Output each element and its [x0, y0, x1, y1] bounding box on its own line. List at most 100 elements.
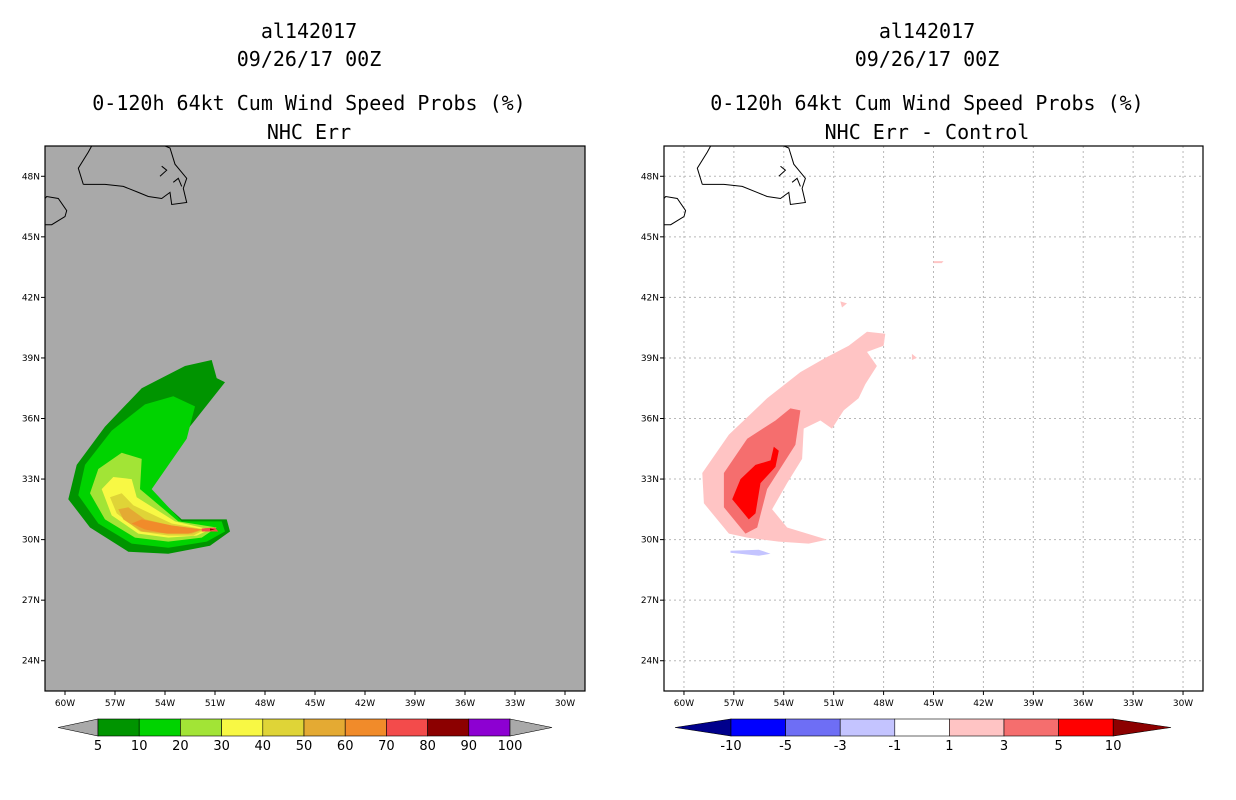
x-tick-label: 51W	[824, 699, 844, 709]
y-tick-label: 24N	[22, 657, 40, 667]
left-x-axis: 60W 57W 54W 51W 48W 45W 42W 39W 36W 33W 30W	[55, 691, 575, 709]
colorbar-under-triangle	[674, 718, 732, 737]
colorbar-label: 20	[172, 739, 189, 754]
left-colorbar: 5 10 20 30 40 50 60 70 80 90 100	[57, 718, 553, 754]
colorbar-label: 40	[255, 739, 272, 754]
coastline	[696, 146, 807, 206]
y-tick-label: 27N	[641, 596, 659, 606]
colorbar-swatch	[894, 718, 950, 737]
colorbar-swatch	[221, 718, 264, 737]
colorbar-label: -10	[720, 739, 741, 754]
coastline	[122, 132, 132, 140]
right-colorbar: -10 -5 -3 -1 1 3 5 10	[674, 718, 1172, 754]
colorbar-label: 5	[1054, 739, 1062, 754]
colorbar-label: 3	[1000, 739, 1008, 754]
colorbar-swatch	[468, 718, 511, 737]
contour-80-90	[210, 528, 215, 531]
right-chart-subtitle: NHC Err - Control	[825, 120, 1030, 144]
y-tick-label: 24N	[641, 657, 659, 667]
left-coastline	[45, 132, 188, 226]
coastline	[664, 195, 687, 226]
colorbar-label: 10	[131, 739, 148, 754]
x-tick-label: 45W	[305, 699, 325, 709]
right-x-axis: 60W 57W 54W 51W 48W 45W 42W 39W 36W 33W 30W	[674, 691, 1193, 709]
colorbar-swatch	[730, 718, 786, 737]
colorbar-label: 70	[378, 739, 395, 754]
right-date: 09/26/17 00Z	[855, 47, 1000, 71]
x-tick-label: 39W	[1023, 699, 1043, 709]
colorbar-label: 1	[945, 739, 953, 754]
left-chart-title: 0-120h 64kt Cum Wind Speed Probs (%)	[92, 91, 525, 115]
x-tick-label: 39W	[405, 699, 425, 709]
y-tick-label: 48N	[22, 172, 40, 182]
coastline	[791, 177, 801, 187]
colorbar-swatch	[138, 718, 181, 737]
x-tick-label: 45W	[923, 699, 943, 709]
colorbar-swatch	[344, 718, 387, 737]
colorbar-label: -1	[888, 739, 901, 754]
x-tick-label: 51W	[205, 699, 225, 709]
colorbar-label: 30	[213, 739, 230, 754]
coastline	[172, 177, 183, 187]
right-coastline	[664, 132, 807, 226]
y-tick-label: 42N	[22, 293, 40, 303]
coastline	[45, 195, 68, 226]
colorbar-label: 10	[1105, 739, 1122, 754]
x-tick-label: 60W	[55, 699, 75, 709]
x-tick-label: 48W	[255, 699, 275, 709]
right-gridlines	[664, 146, 1203, 691]
y-tick-label: 36N	[22, 415, 40, 425]
colorbar-swatch	[1003, 718, 1059, 737]
colorbar-swatch	[180, 718, 222, 737]
y-tick-label: 33N	[641, 475, 659, 485]
y-tick-label: 39N	[22, 354, 40, 364]
y-tick-label: 39N	[641, 354, 659, 364]
y-tick-label: 27N	[22, 596, 40, 606]
y-tick-label: 42N	[641, 293, 659, 303]
y-tick-label: 30N	[22, 536, 40, 546]
contour-1-3	[911, 353, 917, 360]
x-tick-label: 33W	[505, 699, 525, 709]
coastline	[741, 132, 751, 140]
colorbar-label: 5	[94, 739, 102, 754]
colorbar-swatch	[1058, 718, 1114, 737]
x-tick-label: 57W	[724, 699, 744, 709]
y-tick-label: 45N	[641, 233, 659, 243]
colorbar-over-triangle	[509, 718, 553, 737]
colorbar-over-triangle	[1112, 718, 1172, 737]
left-storm-id: al142017	[261, 19, 357, 43]
x-tick-label: 54W	[774, 699, 794, 709]
colorbar-swatch	[839, 718, 896, 737]
coastline	[77, 146, 188, 206]
x-tick-label: 36W	[1073, 699, 1093, 709]
right-panel: al142017 09/26/17 00Z 0-120h 64kt Cum Wi…	[641, 19, 1204, 754]
right-y-axis: 24N 27N 30N 33N 36N 39N 42N 45N 48N	[641, 172, 664, 667]
colorbar-swatch	[949, 718, 1005, 737]
colorbar-label: 50	[296, 739, 313, 754]
colorbar-label: 90	[461, 739, 478, 754]
colorbar-label: 80	[419, 739, 436, 754]
contour-5-10	[732, 458, 776, 520]
x-tick-label: 36W	[455, 699, 475, 709]
y-tick-label: 33N	[22, 475, 40, 485]
x-tick-label: 42W	[355, 699, 375, 709]
colorbar-swatch	[386, 718, 428, 737]
colorbar-swatch	[303, 718, 346, 737]
left-panel: al142017 09/26/17 00Z 0-120h 64kt Cum Wi…	[22, 19, 586, 754]
y-tick-label: 48N	[641, 172, 659, 182]
x-tick-label: 30W	[555, 699, 575, 709]
coastline	[778, 165, 787, 177]
colorbar-label: -3	[834, 739, 847, 754]
left-chart-subtitle: NHC Err	[267, 120, 351, 144]
x-tick-label: 60W	[674, 699, 694, 709]
left-date: 09/26/17 00Z	[237, 47, 382, 71]
left-y-axis: 24N 27N 30N 33N 36N 39N 42N 45N 48N	[22, 172, 45, 667]
contour-60-70	[131, 519, 202, 534]
y-tick-label: 45N	[22, 233, 40, 243]
colorbar-label: 60	[337, 739, 354, 754]
colorbar-swatch	[97, 718, 140, 737]
contour--3--1	[730, 549, 771, 556]
colorbar-label: -5	[779, 739, 792, 754]
colorbar-under-triangle	[57, 718, 99, 737]
